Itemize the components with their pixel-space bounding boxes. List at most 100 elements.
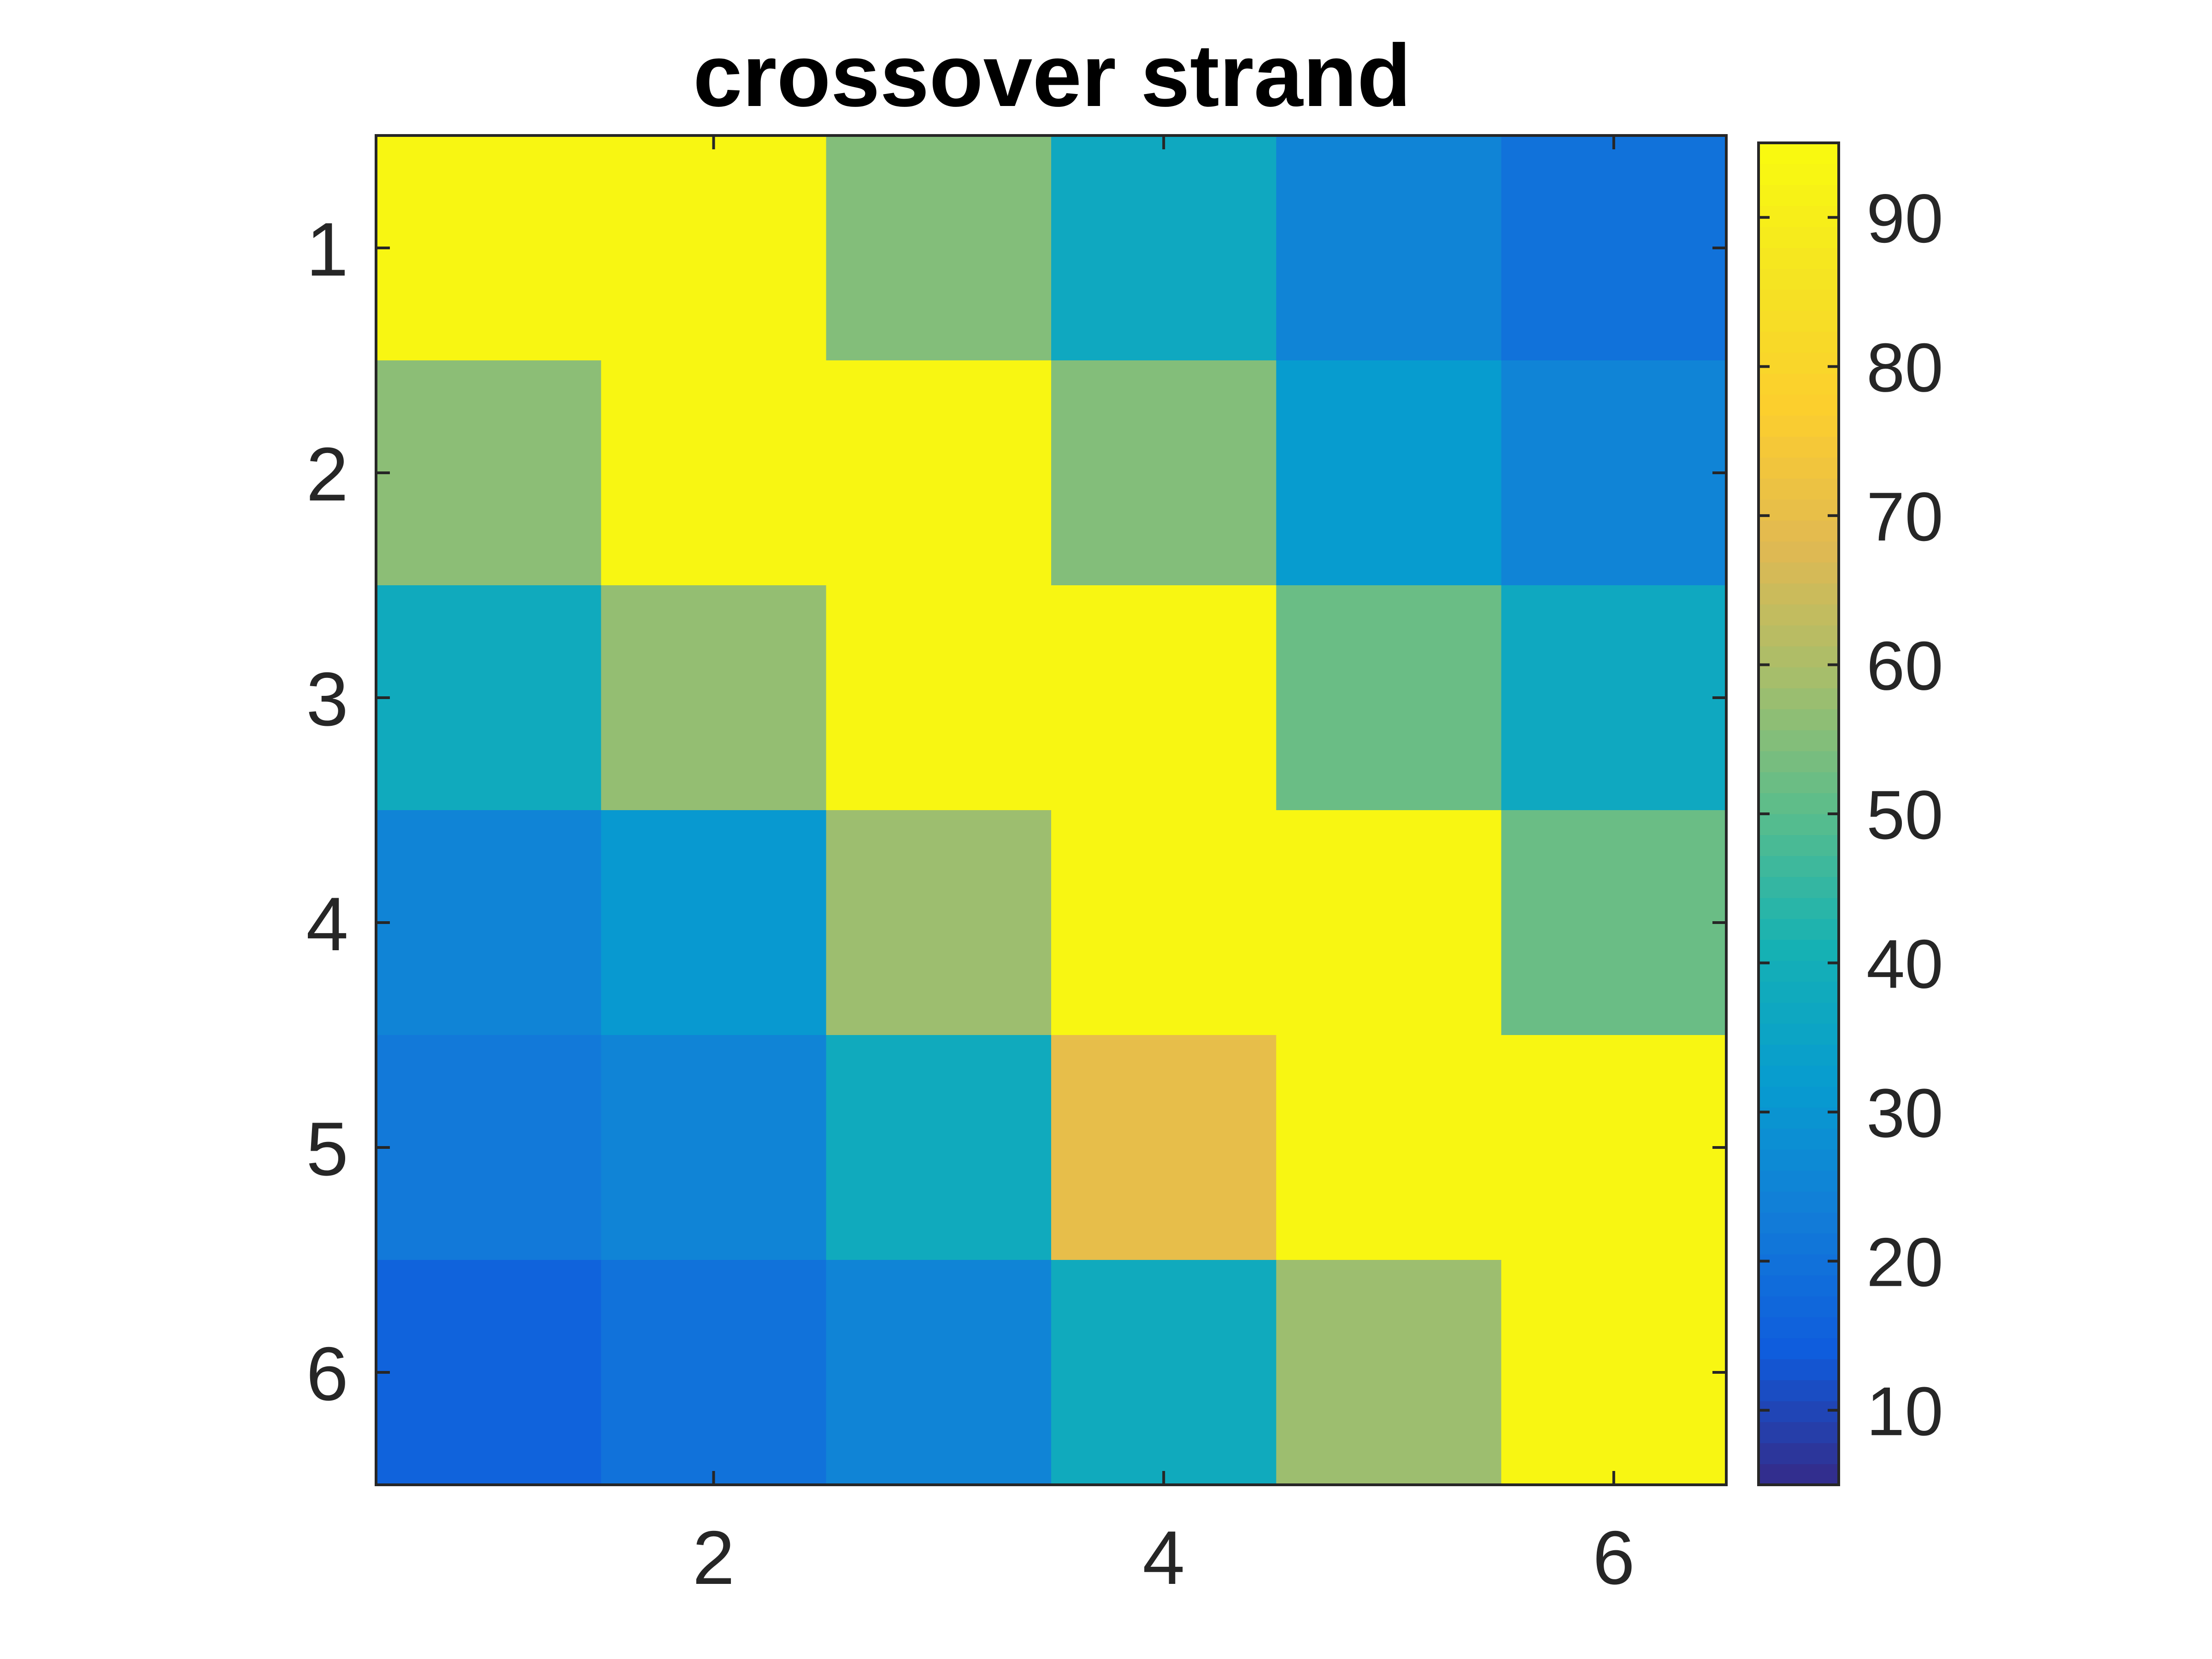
heatmap-cell-r5-c3 xyxy=(826,1035,1052,1260)
heatmap-cell-r2-c2 xyxy=(601,360,827,586)
colorbar-segment xyxy=(1759,667,1839,688)
heatmap-cell-r6-c4 xyxy=(1051,1260,1277,1485)
colorbar-segment xyxy=(1759,646,1839,668)
colorbar-segment xyxy=(1759,856,1839,877)
colorbar-tick-label: 60 xyxy=(1866,627,1943,704)
heatmap-cell-r4-c3 xyxy=(826,810,1052,1035)
colorbar-segment xyxy=(1759,478,1839,500)
colorbar-tick-label: 90 xyxy=(1866,180,1943,257)
y-axis-ticks: 1 2 3 4 5 6 xyxy=(306,207,1726,1416)
x-tick-label: 6 xyxy=(1593,1515,1635,1600)
y-tick-label: 3 xyxy=(306,657,348,741)
colorbar-segment xyxy=(1759,751,1839,772)
colorbar-segment xyxy=(1759,562,1839,584)
colorbar-segment xyxy=(1759,1212,1839,1234)
colorbar-segment xyxy=(1759,1338,1839,1359)
heatmap-cell-r1-c1 xyxy=(376,135,601,361)
colorbar-segment xyxy=(1759,1359,1839,1381)
colorbar-segment xyxy=(1759,1002,1839,1024)
colorbar-segment xyxy=(1759,373,1839,395)
heatmap-cell-r6-c2 xyxy=(601,1260,827,1485)
colorbar-segment xyxy=(1759,1170,1839,1192)
y-tick-label: 1 xyxy=(306,207,348,292)
heatmap-cell-r5-c4 xyxy=(1051,1035,1277,1260)
heatmap-cell-r2-c4 xyxy=(1051,360,1277,586)
heatmap-cell-r4-c6 xyxy=(1501,810,1727,1035)
colorbar-tick-label: 70 xyxy=(1866,478,1943,555)
colorbar-segment xyxy=(1759,457,1839,479)
heatmap-cell-r4-c1 xyxy=(376,810,601,1035)
x-tick-label: 2 xyxy=(693,1515,735,1600)
heatmap-cell-r2-c1 xyxy=(376,360,601,586)
y-tick-label: 2 xyxy=(306,432,348,517)
colorbar-segment xyxy=(1759,1044,1839,1066)
heatmap-cell-r5-c6 xyxy=(1501,1035,1727,1260)
colorbar-segment xyxy=(1759,625,1839,647)
colorbar-segment xyxy=(1759,982,1839,1003)
colorbar-segment xyxy=(1759,311,1839,332)
colorbar-tick-label: 10 xyxy=(1866,1372,1943,1450)
heatmap-cell-r1-c5 xyxy=(1276,135,1502,361)
y-tick-label: 6 xyxy=(306,1331,348,1416)
heatmap-cell-r1-c4 xyxy=(1051,135,1277,361)
colorbar-segment xyxy=(1759,1233,1839,1255)
colorbar-segment xyxy=(1759,1024,1839,1045)
colorbar-segment xyxy=(1759,918,1839,940)
colorbar-segment xyxy=(1759,1401,1839,1423)
heatmap-cell-r5-c1 xyxy=(376,1035,601,1260)
colorbar-segment xyxy=(1759,604,1839,626)
colorbar-segment xyxy=(1759,1191,1839,1213)
colorbar-segment xyxy=(1759,960,1839,982)
colorbar-segment xyxy=(1759,1422,1839,1443)
colorbar-segment xyxy=(1759,185,1839,206)
heatmap-cell-r6-c5 xyxy=(1276,1260,1502,1485)
colorbar-segment xyxy=(1759,415,1839,437)
colorbar-segment xyxy=(1759,520,1839,542)
colorbar-segment xyxy=(1759,247,1839,269)
colorbar-segment xyxy=(1759,1380,1839,1401)
colorbar-segment xyxy=(1759,1065,1839,1087)
colorbar-segment xyxy=(1759,1107,1839,1129)
y-tick-label: 5 xyxy=(306,1106,348,1191)
colorbar-segment xyxy=(1759,164,1839,185)
heatmap-cell-r2-c3 xyxy=(826,360,1052,586)
colorbar-segment xyxy=(1759,1443,1839,1465)
colorbar-segment xyxy=(1759,709,1839,730)
colorbar-segment xyxy=(1759,1254,1839,1276)
colorbar-segment xyxy=(1759,394,1839,416)
colorbar-tick-label: 30 xyxy=(1866,1074,1943,1152)
heatmap-cell-r1-c3 xyxy=(826,135,1052,361)
heatmap-cell-r6-c3 xyxy=(826,1260,1052,1485)
colorbar: 10 20 30 40 50 60 70 80 90 xyxy=(1757,141,1943,1486)
heatmap-cell-r4-c5 xyxy=(1276,810,1502,1035)
heatmap-cell-r3-c6 xyxy=(1501,585,1727,811)
colorbar-segment xyxy=(1759,143,1839,165)
colorbar-segment xyxy=(1759,1296,1839,1318)
chart-title: crossover strand xyxy=(693,26,1411,125)
colorbar-segment xyxy=(1759,877,1839,898)
colorbar-ticks: 10 20 30 40 50 60 70 80 90 xyxy=(1759,180,1943,1450)
colorbar-segment xyxy=(1759,583,1839,605)
colorbar-tick-label: 40 xyxy=(1866,925,1943,1003)
colorbar-segment xyxy=(1759,436,1839,458)
colorbar-segment xyxy=(1759,898,1839,919)
colorbar-gradient xyxy=(1759,143,1839,1485)
colorbar-segment xyxy=(1759,269,1839,290)
heatmap-cell-r3-c2 xyxy=(601,585,827,811)
colorbar-segment xyxy=(1759,289,1839,311)
x-axis-ticks: 2 4 6 xyxy=(693,135,1635,1600)
heatmap-cell-r4-c2 xyxy=(601,810,827,1035)
colorbar-segment xyxy=(1759,353,1839,374)
colorbar-segment xyxy=(1759,206,1839,227)
colorbar-segment xyxy=(1759,1128,1839,1150)
colorbar-segment xyxy=(1759,499,1839,521)
colorbar-segment xyxy=(1759,1086,1839,1108)
heatmap-cell-r6-c6 xyxy=(1501,1260,1727,1485)
colorbar-segment xyxy=(1759,835,1839,856)
heatmap-cell-r1-c2 xyxy=(601,135,827,361)
heatmap-cell-r2-c6 xyxy=(1501,360,1727,586)
colorbar-segment xyxy=(1759,331,1839,353)
colorbar-tick-label: 50 xyxy=(1866,776,1943,853)
y-tick-label: 4 xyxy=(306,882,348,966)
